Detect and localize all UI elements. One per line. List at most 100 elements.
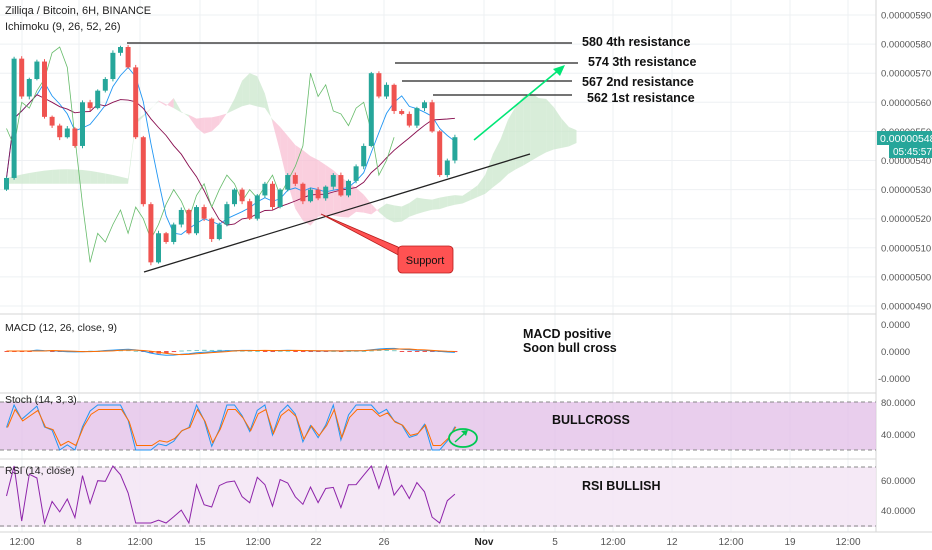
price-tick: 0.00000580 <box>881 40 931 51</box>
candle-body <box>247 201 253 219</box>
rsi-tick-40: 40.0000 <box>881 506 915 517</box>
support-callout[interactable]: Support <box>320 213 454 274</box>
candle-body <box>194 207 199 234</box>
candle-body <box>330 175 336 187</box>
price-tick: 0.00000570 <box>881 69 931 80</box>
time-tick: 12:00 <box>9 537 34 548</box>
cloud-segment <box>211 115 220 132</box>
cloud-segment <box>21 173 30 184</box>
candle-body <box>368 73 374 146</box>
candle-body <box>26 79 32 97</box>
bullcross-marker[interactable] <box>448 428 478 448</box>
time-tick: 12:00 <box>245 537 270 548</box>
macd-histogram-bar <box>407 351 412 352</box>
candle-body <box>444 160 450 176</box>
time-axis[interactable]: 12:00 8 12:00 15 12:00 22 26 Nov 5 12:00 12 12:00 19… <box>9 537 860 548</box>
macd-histogram-bar <box>217 349 222 351</box>
candle-body <box>300 183 306 202</box>
candle-body <box>133 67 139 138</box>
price-tick: 0.00000590 <box>881 11 931 22</box>
cloud-segment <box>568 126 577 147</box>
price-axis[interactable]: 0.00000590 0.00000580 0.00000570 0.00000560… <box>881 11 931 313</box>
cloud-segment <box>432 197 440 210</box>
macd-tick: 0.0000 <box>881 347 910 358</box>
candle-body <box>95 90 101 109</box>
macd-histogram-bar <box>338 351 344 352</box>
candle-body <box>110 52 116 80</box>
time-tick: 15 <box>194 537 206 548</box>
candle-body <box>262 183 268 196</box>
macd-histogram-bar <box>323 351 329 352</box>
cloud-segment <box>257 76 265 108</box>
candle-body <box>338 175 344 196</box>
cloud-segment <box>523 92 531 166</box>
cloud-segment <box>82 170 91 184</box>
stoch-label: Stoch (14, 3, 3) <box>5 394 77 406</box>
time-tick: 22 <box>310 537 322 548</box>
cloud-segment <box>356 187 364 213</box>
macd-histogram-bar <box>148 351 154 354</box>
cloud-segment <box>394 205 402 223</box>
candle-body <box>186 209 192 234</box>
stoch-lines <box>6 403 457 451</box>
candle-body <box>224 204 230 225</box>
cloud-segment <box>44 169 53 184</box>
macd-note-2: Soon bull cross <box>523 341 617 355</box>
cloud-segment <box>386 203 395 223</box>
candlesticks <box>4 45 458 266</box>
candle-body <box>209 218 215 240</box>
time-tick: 26 <box>378 537 390 548</box>
time-tick: 12:00 <box>718 537 743 548</box>
candle-body <box>216 224 222 240</box>
price-tick: 0.00000520 <box>881 214 931 225</box>
cloud-segment <box>196 117 205 134</box>
macd-histogram-bar <box>399 351 405 352</box>
last-price-tag: 0.00000548 05:45:57 <box>877 131 932 158</box>
macd-histogram-bar <box>422 351 427 352</box>
stoch-note: BULLCROSS <box>552 413 630 427</box>
candle-body <box>148 204 154 263</box>
support-trendline[interactable] <box>143 153 531 273</box>
cloud-segment <box>90 170 98 184</box>
cloud-segment <box>112 175 121 184</box>
ichimoku-cloud <box>6 73 577 226</box>
rsi-label: RSI (14, close) <box>5 465 74 477</box>
macd-histogram-bar <box>133 350 139 352</box>
rsi-band <box>0 467 876 527</box>
candle-body <box>232 189 237 205</box>
cloud-segment <box>546 98 554 153</box>
stoch-k-line <box>6 403 456 451</box>
candle-body <box>285 175 291 190</box>
macd-histogram-bar <box>202 349 207 351</box>
candle-body <box>399 111 405 114</box>
candle-body <box>64 128 70 138</box>
candle-body <box>11 58 17 178</box>
candle-body <box>118 47 123 53</box>
candle-body <box>384 84 389 97</box>
ichimoku-label: Ichimoku (9, 26, 52, 26) <box>5 21 121 33</box>
macd-histogram-bar <box>240 350 245 352</box>
forecast-arrow[interactable] <box>473 65 565 141</box>
candle-body <box>125 47 131 68</box>
macd-histogram-bar <box>414 351 420 352</box>
price-tick: 0.00000530 <box>881 185 931 196</box>
candle-body <box>429 102 435 132</box>
macd-histogram-bar <box>164 351 169 354</box>
cloud-segment <box>439 196 448 210</box>
cloud-segment <box>67 169 75 184</box>
lagging-span <box>6 46 395 263</box>
candle-body <box>414 108 420 126</box>
cloud-segment <box>553 106 562 150</box>
candle-body <box>201 207 207 219</box>
rsi-note: RSI BULLISH <box>582 479 660 493</box>
cloud-segment <box>470 185 478 201</box>
macd-histogram-bar <box>255 350 260 352</box>
cloud-segment <box>150 100 159 109</box>
rsi-path <box>6 464 456 525</box>
candle-body <box>171 224 177 242</box>
cloud-segment <box>226 98 235 114</box>
candle-body <box>156 233 161 263</box>
cloud-segment <box>120 176 129 184</box>
time-tick: 5 <box>552 537 558 548</box>
